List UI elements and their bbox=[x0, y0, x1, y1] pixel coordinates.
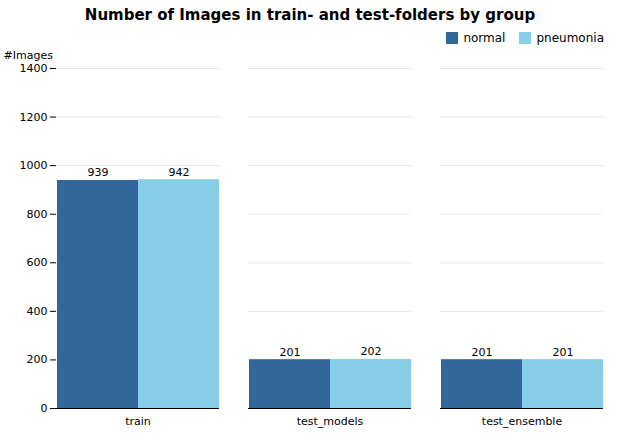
html-text:normal: normal bbox=[463, 31, 506, 45]
svg-text:800: 800 bbox=[27, 208, 48, 221]
svg-text:test_ensemble: test_ensemble bbox=[482, 415, 563, 428]
svg-text:0: 0 bbox=[41, 402, 48, 415]
svg-text:201: 201 bbox=[280, 346, 301, 359]
svg-text:1400: 1400 bbox=[20, 62, 48, 75]
html-text:pneumonia: pneumonia bbox=[536, 31, 604, 45]
svg-text:942: 942 bbox=[169, 166, 190, 179]
svg-text:train: train bbox=[125, 415, 151, 428]
svg-text:1000: 1000 bbox=[20, 159, 48, 172]
svg-text:200: 200 bbox=[27, 353, 48, 366]
svg-text:201: 201 bbox=[472, 346, 493, 359]
svg-text:1200: 1200 bbox=[20, 111, 48, 124]
svg-text:201: 201 bbox=[553, 346, 574, 359]
svg-text:600: 600 bbox=[27, 256, 48, 269]
svg-text:test_models: test_models bbox=[297, 415, 364, 428]
svg-text:939: 939 bbox=[88, 166, 109, 179]
svg-text:400: 400 bbox=[27, 305, 48, 318]
html-text:Number of Images in train- and: Number of Images in train- and test-fold… bbox=[84, 6, 536, 24]
svg-text:202: 202 bbox=[361, 345, 382, 358]
svg-text:#Images: #Images bbox=[4, 49, 54, 62]
